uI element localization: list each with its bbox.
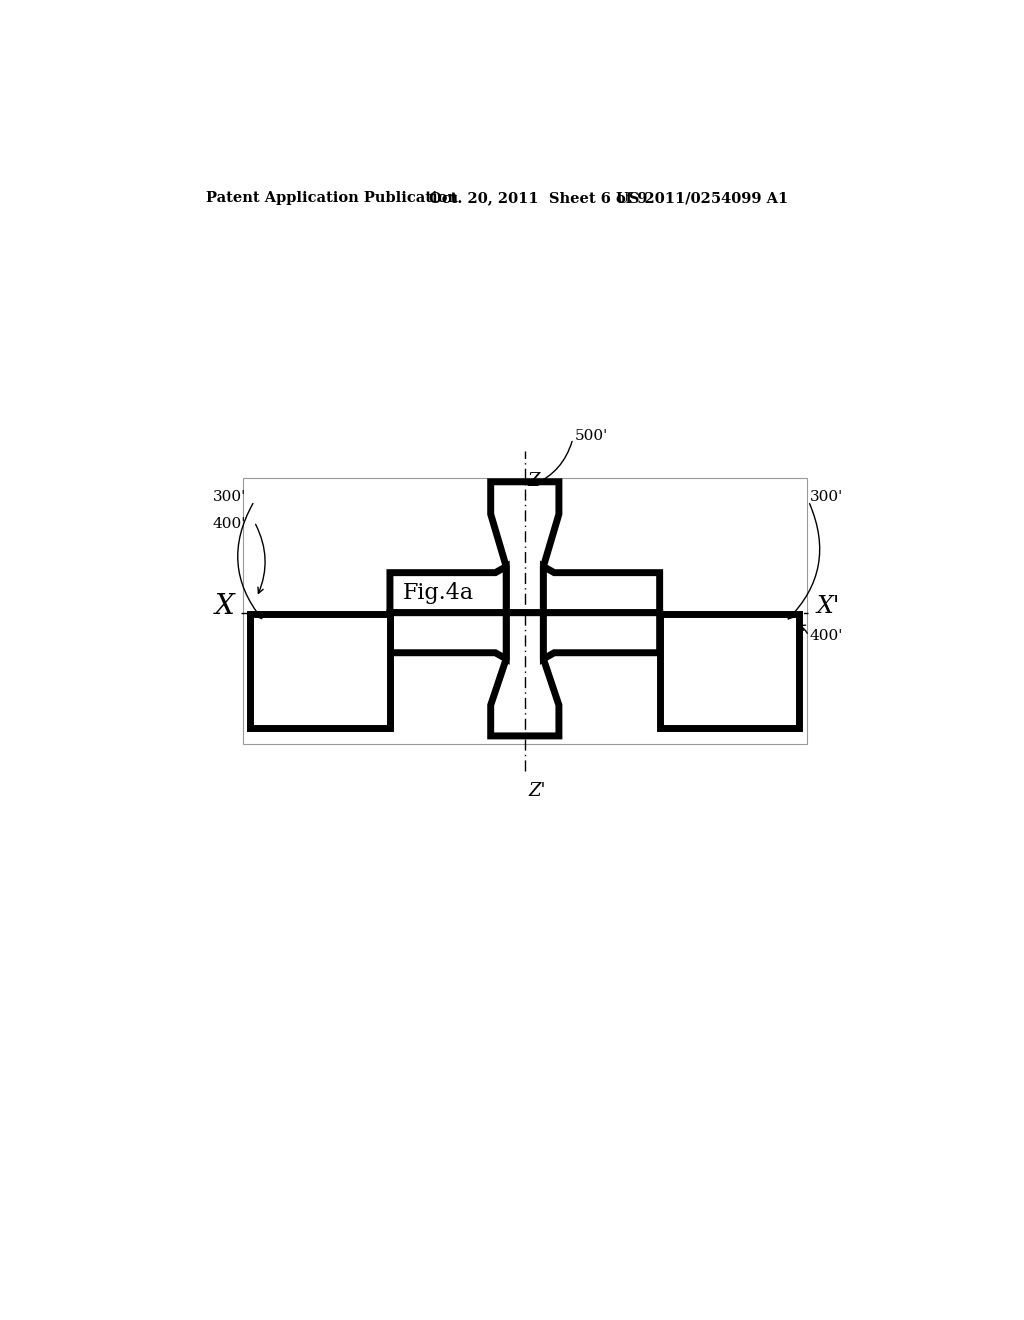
- Polygon shape: [544, 566, 659, 612]
- Polygon shape: [544, 612, 659, 659]
- Polygon shape: [390, 612, 506, 659]
- Text: 300': 300': [810, 490, 843, 504]
- Text: X': X': [816, 595, 840, 618]
- Polygon shape: [490, 482, 559, 612]
- Text: Fig.4a: Fig.4a: [402, 582, 473, 605]
- Text: Patent Application Publication: Patent Application Publication: [206, 191, 458, 206]
- Text: US 2011/0254099 A1: US 2011/0254099 A1: [616, 191, 788, 206]
- Text: X: X: [215, 593, 234, 620]
- Polygon shape: [251, 614, 390, 729]
- Text: 500': 500': [574, 429, 607, 442]
- Polygon shape: [490, 612, 559, 737]
- Text: Z': Z': [528, 781, 546, 800]
- Text: 400': 400': [810, 628, 844, 643]
- Text: 400': 400': [212, 517, 246, 531]
- Polygon shape: [390, 566, 506, 612]
- Polygon shape: [659, 614, 799, 729]
- Text: Oct. 20, 2011  Sheet 6 of 9: Oct. 20, 2011 Sheet 6 of 9: [429, 191, 647, 206]
- Text: Z: Z: [528, 471, 541, 490]
- Text: 300': 300': [213, 490, 246, 504]
